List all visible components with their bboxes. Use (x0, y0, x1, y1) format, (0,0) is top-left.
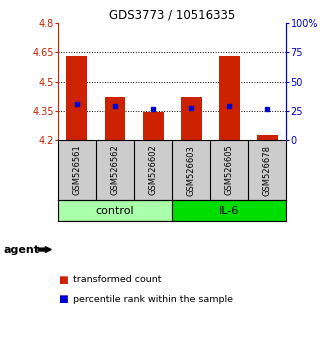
Bar (58, 200, 172, 221)
Text: GSM526603: GSM526603 (187, 145, 196, 195)
Text: ■: ■ (58, 294, 68, 304)
Bar (219, 56, 240, 140)
Bar (105, 97, 125, 140)
Text: GSM526678: GSM526678 (263, 144, 272, 196)
Text: percentile rank within the sample: percentile rank within the sample (73, 295, 233, 304)
Text: IL-6: IL-6 (219, 206, 239, 216)
Text: control: control (96, 206, 134, 216)
Bar (257, 135, 278, 140)
Bar (181, 97, 202, 140)
Text: GSM526562: GSM526562 (111, 145, 119, 195)
Text: GSM526605: GSM526605 (225, 145, 234, 195)
Bar (67, 56, 87, 140)
Text: transformed count: transformed count (73, 275, 161, 284)
Title: GDS3773 / 10516335: GDS3773 / 10516335 (109, 9, 235, 22)
Bar (172, 200, 286, 221)
Bar (143, 112, 164, 140)
Text: ■: ■ (58, 275, 68, 285)
Text: GSM526602: GSM526602 (149, 145, 158, 195)
Text: GSM526561: GSM526561 (72, 145, 81, 195)
Text: agent: agent (3, 245, 39, 255)
